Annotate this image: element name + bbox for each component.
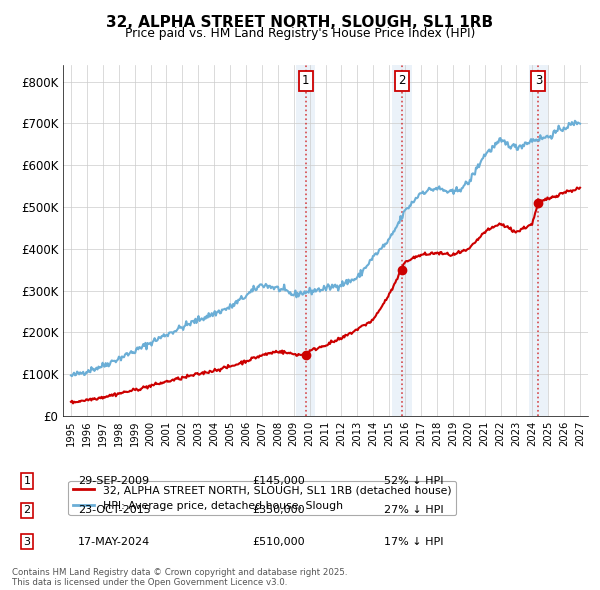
Text: 29-SEP-2009: 29-SEP-2009 (78, 476, 149, 486)
Text: 52% ↓ HPI: 52% ↓ HPI (384, 476, 443, 486)
Text: 17% ↓ HPI: 17% ↓ HPI (384, 537, 443, 546)
Text: 2: 2 (398, 74, 406, 87)
Text: 1: 1 (23, 476, 31, 486)
Text: £510,000: £510,000 (252, 537, 305, 546)
Text: 23-OCT-2015: 23-OCT-2015 (78, 506, 151, 515)
Text: 2: 2 (23, 506, 31, 515)
Text: Price paid vs. HM Land Registry's House Price Index (HPI): Price paid vs. HM Land Registry's House … (125, 27, 475, 40)
Text: 3: 3 (23, 537, 31, 546)
Bar (529, 65, 548, 416)
Bar (296, 65, 315, 416)
Text: 1: 1 (302, 74, 310, 87)
Text: Contains HM Land Registry data © Crown copyright and database right 2025.
This d: Contains HM Land Registry data © Crown c… (12, 568, 347, 587)
Bar (392, 65, 412, 416)
Legend: 32, ALPHA STREET NORTH, SLOUGH, SL1 1RB (detached house), HPI: Average price, de: 32, ALPHA STREET NORTH, SLOUGH, SL1 1RB … (68, 481, 456, 515)
Text: 17-MAY-2024: 17-MAY-2024 (78, 537, 150, 546)
Text: 32, ALPHA STREET NORTH, SLOUGH, SL1 1RB: 32, ALPHA STREET NORTH, SLOUGH, SL1 1RB (106, 15, 494, 30)
Text: £145,000: £145,000 (252, 476, 305, 486)
Text: 3: 3 (535, 74, 542, 87)
Text: £350,000: £350,000 (252, 506, 305, 515)
Text: 27% ↓ HPI: 27% ↓ HPI (384, 506, 443, 515)
